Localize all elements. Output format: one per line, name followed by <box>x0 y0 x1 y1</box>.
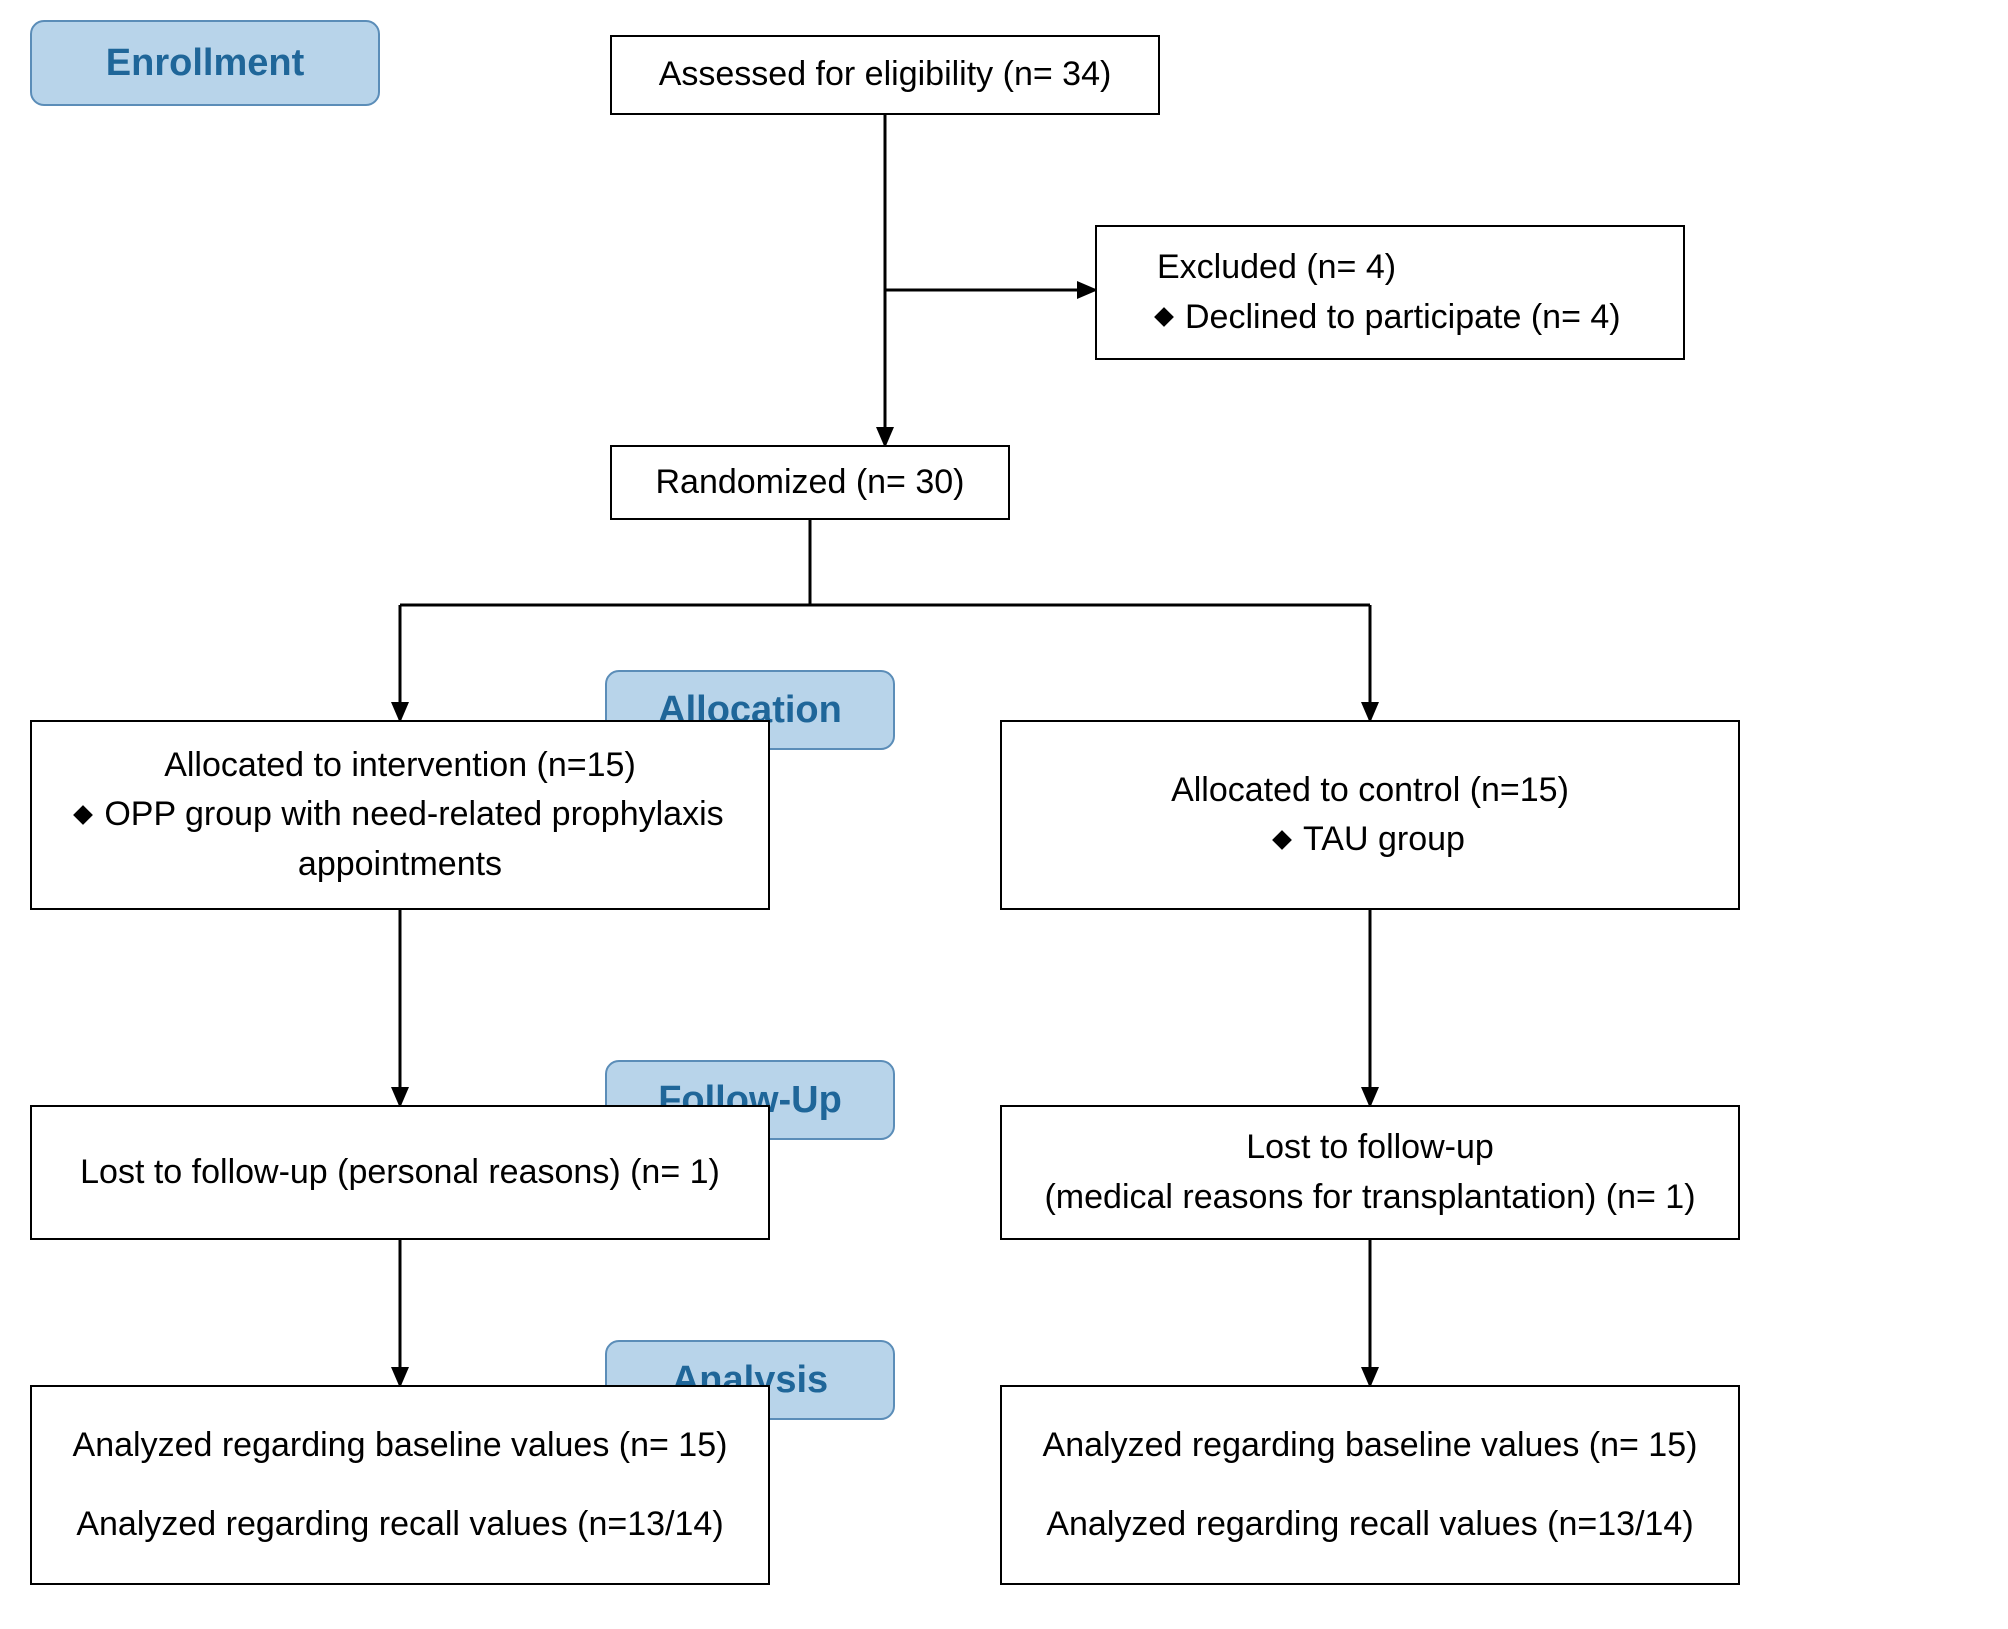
box-text: Allocated to control (n=15) <box>1171 766 1569 815</box>
box-bullet-text: OPP group with need-related prophylaxis <box>104 790 723 839</box>
box-text: Assessed for eligibility (n= 34) <box>659 50 1112 99</box>
box-text: appointments <box>298 840 502 889</box>
phase-label-text: Enrollment <box>106 42 304 85</box>
box-bullet-line: OPP group with need-related prophylaxis <box>76 790 723 839</box>
flowchart-canvas: Enrollment Allocation Follow-Up Analysis… <box>0 0 2008 1629</box>
box-bullet-text: TAU group <box>1303 815 1465 864</box>
box-lost-control: Lost to follow-up (medical reasons for t… <box>1000 1105 1740 1240</box>
box-text: Analyzed regarding baseline values (n= 1… <box>1043 1421 1698 1470</box>
box-text: Analyzed regarding recall values (n=13/1… <box>1046 1500 1693 1549</box>
box-bullet-line: Declined to participate (n= 4) <box>1157 293 1621 342</box>
box-text: Lost to follow-up <box>1246 1123 1494 1172</box>
box-assessed: Assessed for eligibility (n= 34) <box>610 35 1160 115</box>
box-allocation-intervention: Allocated to intervention (n=15) OPP gro… <box>30 720 770 910</box>
box-text: (medical reasons for transplantation) (n… <box>1044 1173 1695 1222</box>
box-randomized: Randomized (n= 30) <box>610 445 1010 520</box>
box-allocation-control: Allocated to control (n=15) TAU group <box>1000 720 1740 910</box>
diamond-bullet-icon <box>1272 830 1292 850</box>
box-text: Analyzed regarding baseline values (n= 1… <box>73 1421 728 1470</box>
box-text: Lost to follow-up (personal reasons) (n=… <box>80 1148 720 1197</box>
diamond-bullet-icon <box>73 805 93 825</box>
diamond-bullet-icon <box>1154 307 1174 327</box>
box-text: Allocated to intervention (n=15) <box>164 741 636 790</box>
box-bullet-text: Declined to participate (n= 4) <box>1185 293 1621 342</box>
box-bullet-line: TAU group <box>1275 815 1465 864</box>
phase-label-enrollment: Enrollment <box>30 20 380 106</box>
box-analysis-intervention: Analyzed regarding baseline values (n= 1… <box>30 1385 770 1585</box>
box-text: Excluded (n= 4) <box>1157 243 1396 292</box>
box-text: Randomized (n= 30) <box>655 458 964 507</box>
box-text: Analyzed regarding recall values (n=13/1… <box>76 1500 723 1549</box>
box-analysis-control: Analyzed regarding baseline values (n= 1… <box>1000 1385 1740 1585</box>
box-lost-intervention: Lost to follow-up (personal reasons) (n=… <box>30 1105 770 1240</box>
box-excluded: Excluded (n= 4) Declined to participate … <box>1095 225 1685 360</box>
